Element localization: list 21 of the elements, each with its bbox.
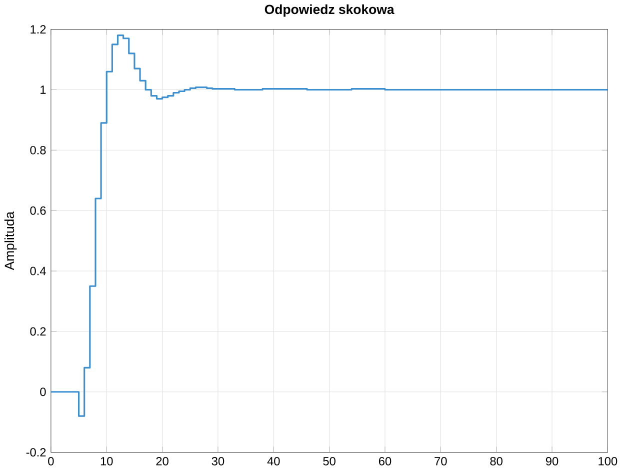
chart-title: Odpowiedz skokowa [264,4,394,17]
y-tick-label: 0.2 [30,327,46,336]
x-tick-label: 80 [490,457,502,466]
x-tick-label: 10 [100,457,113,466]
y-tick-label: 1 [40,86,46,94]
y-axis-title: Amplituda [4,212,17,270]
x-tick-label: 90 [546,457,558,466]
x-tick-label: 30 [212,457,224,466]
x-tick-label: 0 [48,457,54,466]
y-tick-label: 1.2 [30,25,46,34]
y-tick-label: 0 [40,388,46,396]
y-tick-label: 0.4 [30,266,46,276]
x-tick-label: 100 [598,457,618,466]
x-tick-label: 20 [156,457,168,466]
x-tick-label: 40 [267,457,280,466]
x-tick-label: 60 [378,457,392,466]
y-tick-label: 0.8 [30,146,46,154]
x-tick-label: 70 [434,457,447,466]
y-tick-label: 0.6 [30,206,46,215]
x-tick-label: 50 [323,457,336,466]
y-tick-label: -0.2 [26,448,46,457]
